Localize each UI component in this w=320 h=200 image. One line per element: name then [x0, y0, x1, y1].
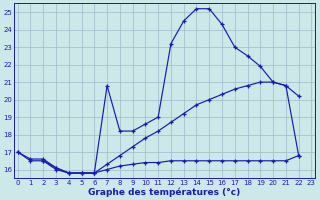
X-axis label: Graphe des températures (°c): Graphe des températures (°c)	[88, 187, 241, 197]
